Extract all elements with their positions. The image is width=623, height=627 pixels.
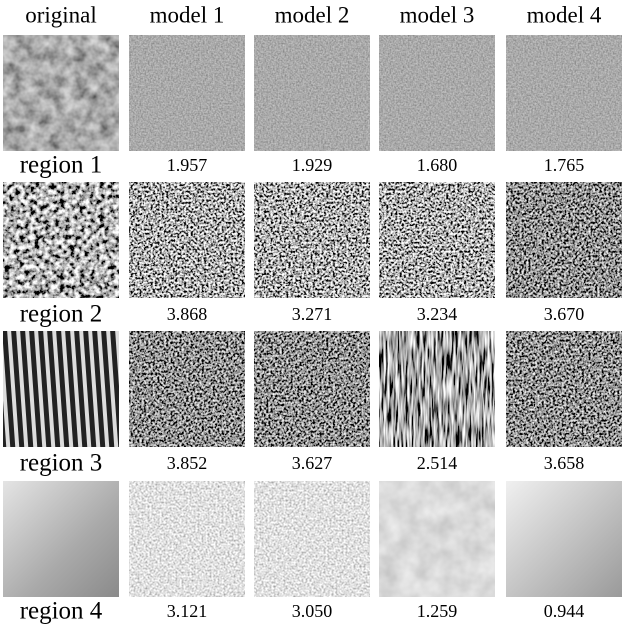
score: 3.852 <box>167 453 208 473</box>
texture-image <box>506 35 622 151</box>
texture-image <box>254 331 370 447</box>
texture-image <box>254 481 370 597</box>
score: 0.944 <box>544 601 585 621</box>
score: 3.670 <box>544 304 585 324</box>
texture-image <box>129 331 245 447</box>
texture-image <box>3 331 119 447</box>
texture-image <box>379 481 495 597</box>
texture-image <box>379 182 495 298</box>
column-header: model 1 <box>150 2 225 27</box>
column-header: model 4 <box>527 2 602 27</box>
score: 1.259 <box>417 601 458 621</box>
figure: original model 1 model 2 model 3 model 4 regi… <box>0 0 623 627</box>
texture-image <box>506 481 622 597</box>
texture-image <box>506 182 622 298</box>
texture-image <box>3 182 119 298</box>
score: 1.957 <box>167 155 208 175</box>
score: 3.234 <box>417 304 458 324</box>
score: 3.868 <box>167 304 208 324</box>
score: 3.271 <box>292 304 333 324</box>
texture-image <box>129 481 245 597</box>
texture-image <box>379 35 495 151</box>
score: 3.658 <box>544 453 585 473</box>
texture-image <box>129 35 245 151</box>
texture-image <box>254 182 370 298</box>
region-label: region 4 <box>20 598 103 625</box>
score: 3.050 <box>292 601 333 621</box>
texture-image <box>379 331 495 447</box>
score: 1.765 <box>544 155 585 175</box>
texture-image <box>506 331 622 447</box>
score: 2.514 <box>417 453 458 473</box>
texture-image <box>3 481 119 597</box>
score: 3.627 <box>292 453 333 473</box>
page: original model 1 model 2 model 3 model 4 regi… <box>0 0 623 627</box>
column-header: original <box>25 2 97 27</box>
score: 1.929 <box>292 155 333 175</box>
region-label: region 2 <box>20 301 103 328</box>
texture-image <box>254 35 370 151</box>
score: 3.121 <box>167 601 208 621</box>
region-label: region 1 <box>20 152 103 179</box>
texture-image <box>3 35 119 151</box>
column-header: model 2 <box>275 2 350 27</box>
score: 1.680 <box>417 155 458 175</box>
texture-image <box>129 182 245 298</box>
region-label: region 3 <box>20 450 103 477</box>
column-header: model 3 <box>400 2 475 27</box>
